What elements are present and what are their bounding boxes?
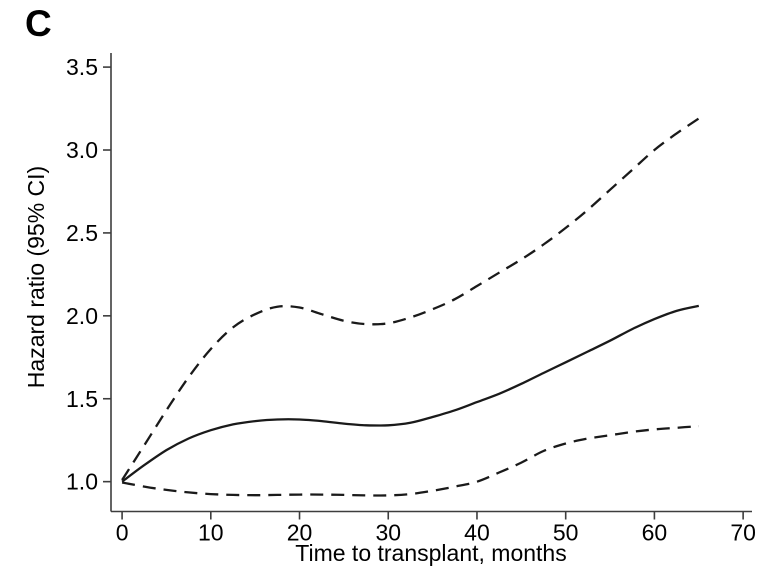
y-tick-label: 2.0: [66, 303, 98, 329]
x-tick-label: 60: [642, 520, 668, 546]
y-tick-label: 3.0: [66, 137, 98, 163]
lower-95ci-curve: [121, 424, 699, 497]
x-axis-label: Time to transplant, months: [295, 540, 566, 566]
y-tick-label: 2.5: [66, 220, 98, 246]
hazard-ratio-curve: [121, 304, 700, 483]
panel-label: C: [25, 3, 52, 44]
x-tick-label: 50: [553, 520, 579, 546]
x-tick-label: 10: [198, 520, 224, 546]
upper-95ci-curve: [121, 117, 700, 481]
y-tick-label: 1.0: [66, 469, 98, 495]
x-tick-label: 40: [464, 520, 490, 546]
x-tick-label: 70: [730, 520, 756, 546]
x-tick-label: 0: [116, 520, 129, 546]
y-ticks-group: 1.0 1.5 2.0 2.5 3.0 3.5: [66, 54, 111, 495]
x-tick-label: 20: [287, 520, 313, 546]
y-tick-label: 1.5: [66, 386, 98, 412]
axes-group: [110, 53, 752, 513]
y-axis-label: Hazard ratio (95% CI): [23, 166, 49, 388]
y-tick-label: 3.5: [66, 54, 98, 80]
curves-group: [121, 117, 700, 497]
x-tick-label: 30: [375, 520, 401, 546]
x-ticks-group: 0 10 20 30 40 50 60 70: [116, 511, 756, 546]
